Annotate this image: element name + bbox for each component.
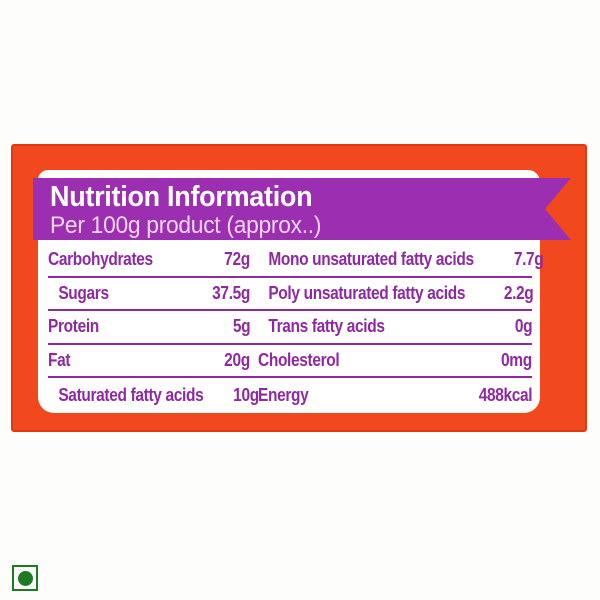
nutrient-value: 5g [232,316,251,337]
vegetarian-mark-icon [12,565,38,591]
nutrient-label: Fat [48,350,71,371]
table-cell-left: Fat 20g [48,350,250,371]
nutrient-label: Cholesterol [258,350,340,371]
nutrient-value: 37.5g [212,282,250,303]
table-cell-right: Mono unsaturated fatty acids 7.7g [258,249,543,270]
nutrient-value: 2.2g [503,282,534,303]
table-cell-left: Saturated fatty acids 10g [48,384,259,406]
table-cell-right: Energy 488kcal [258,385,532,406]
nutrition-table: Carbohydrates 72g Mono unsaturated fatty a… [48,244,544,412]
nutrient-value: 0g [514,316,533,337]
nutrient-value: 488kcal [478,384,532,405]
table-cell-right: Trans fatty acids 0g [258,316,532,337]
table-row: Carbohydrates 72g Mono unsaturated fatty a… [48,244,544,278]
nutrient-label: Poly unsaturated fatty acids [268,282,466,303]
nutrient-label: Protein [48,316,99,337]
table-row: Saturated fatty acids 10g Energy 488kcal [48,378,532,412]
table-row: Protein 5g Trans fatty acids 0g [48,311,532,345]
nutrient-value: 20g [224,350,250,371]
table-cell-left: Carbohydrates 72g [48,249,250,270]
nutrient-label: Sugars [58,282,109,303]
nutrient-label: Trans fatty acids [268,316,385,337]
table-cell-left: Protein 5g [48,316,250,337]
nutrition-title: Nutrition Information [50,181,313,213]
nutrient-value: 7.7g [513,249,544,270]
nutrition-header-ribbon: Nutrition Information Per 100g product (… [33,178,571,240]
nutrient-label: Mono unsaturated fatty acids [268,249,474,270]
table-cell-left: Sugars 37.5g [48,283,250,304]
table-row: Sugars 37.5g Poly unsaturated fatty acids 2… [48,278,534,312]
table-row: Fat 20g Cholesterol 0mg [48,345,532,379]
nutrient-value: 10g [232,384,259,405]
nutrient-label: Carbohydrates [48,249,153,270]
nutrient-value: 72g [224,249,250,270]
table-cell-right: Cholesterol 0mg [258,350,532,371]
nutrient-value: 0mg [501,350,532,371]
vegetarian-dot [17,570,33,586]
table-cell-right: Poly unsaturated fatty acids 2.2g [258,282,534,304]
nutrient-label: Saturated fatty acids [58,384,204,405]
nutrient-label: Energy [258,384,309,405]
nutrition-subtitle: Per 100g product (approx..) [50,212,322,239]
